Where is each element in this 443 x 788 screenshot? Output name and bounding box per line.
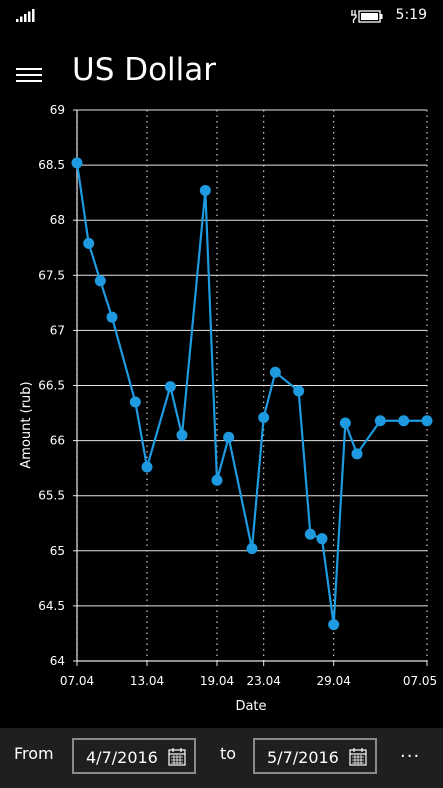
x-tick-label: 07.04 [60, 674, 94, 688]
data-point [129, 396, 141, 408]
to-label: to [220, 744, 237, 763]
y-tick-label: 68 [50, 213, 65, 227]
data-point [398, 415, 410, 427]
more-options-icon: ··· [400, 746, 421, 767]
data-point [223, 431, 235, 443]
horizontal-gridlines [73, 109, 427, 662]
data-point [176, 429, 188, 441]
data-point [421, 415, 433, 427]
data-point [106, 311, 118, 323]
data-point [293, 385, 305, 397]
calendar-icon [168, 748, 186, 766]
data-point [83, 237, 95, 249]
hamburger-menu-button[interactable] [14, 60, 44, 90]
data-point [269, 366, 281, 378]
y-tick-label: 65.5 [38, 489, 65, 503]
data-point [258, 411, 270, 423]
data-point [211, 474, 223, 486]
data-point [374, 415, 386, 427]
y-tick-label: 67.5 [38, 268, 65, 282]
data-point [316, 533, 328, 545]
data-point [351, 448, 363, 460]
to-date-picker[interactable]: 5/7/2016 [253, 738, 377, 774]
data-point [246, 543, 258, 555]
signal-strength-icon [16, 9, 35, 22]
y-axis-label: Amount (rub) [19, 381, 34, 468]
y-tick-label: 67 [50, 323, 65, 337]
y-tick-label: 66.5 [38, 379, 65, 393]
battery-charging-icon [351, 10, 383, 23]
status-bar: 5:19 [0, 0, 443, 32]
status-time: 5:19 [395, 7, 427, 23]
vertical-gridlines [76, 110, 428, 666]
rate-chart: 64 64.5 65 65.5 66 66.5 67 67.5 68 68.5 69 07.04 13… [19, 103, 437, 714]
data-point [141, 461, 153, 473]
x-axis-label: Date [235, 699, 266, 714]
data-point [339, 417, 351, 429]
data-series [71, 157, 433, 631]
chart-axes [76, 110, 427, 662]
x-tick-label: 13.04 [130, 674, 164, 688]
hamburger-icon [16, 68, 42, 82]
data-point [304, 528, 316, 540]
y-tick-label: 69 [50, 103, 65, 117]
y-tick-labels: 64 64.5 65 65.5 66 66.5 67 67.5 68 68.5 69 [38, 103, 65, 668]
series-line [75, 162, 427, 625]
x-tick-labels: 07.04 13.04 19.04 23.04 29.04 07.05 [60, 674, 437, 688]
x-tick-label: 23.04 [246, 674, 280, 688]
to-date-value: 5/7/2016 [267, 748, 339, 767]
more-options-button[interactable]: ··· [400, 746, 430, 767]
page-header: US Dollar [0, 40, 443, 110]
page-title: US Dollar [72, 52, 217, 88]
data-point [328, 619, 340, 631]
x-tick-label: 29.04 [316, 674, 350, 688]
data-point [94, 275, 106, 287]
y-tick-label: 64 [50, 654, 65, 668]
data-point [164, 381, 176, 393]
y-tick-label: 68.5 [38, 158, 65, 172]
y-tick-label: 66 [50, 434, 65, 448]
x-tick-label: 19.04 [200, 674, 234, 688]
y-tick-label: 64.5 [38, 599, 65, 613]
from-label: From [14, 744, 54, 763]
from-date-picker[interactable]: 4/7/2016 [72, 738, 196, 774]
calendar-icon [349, 748, 367, 766]
x-tick-label: 07.05 [403, 674, 437, 688]
date-range-bar: From 4/7/2016 to 5/7/2016 ··· [0, 728, 443, 788]
from-date-value: 4/7/2016 [86, 748, 158, 767]
data-point [199, 184, 211, 196]
data-point [71, 157, 83, 169]
y-tick-label: 65 [50, 544, 65, 558]
